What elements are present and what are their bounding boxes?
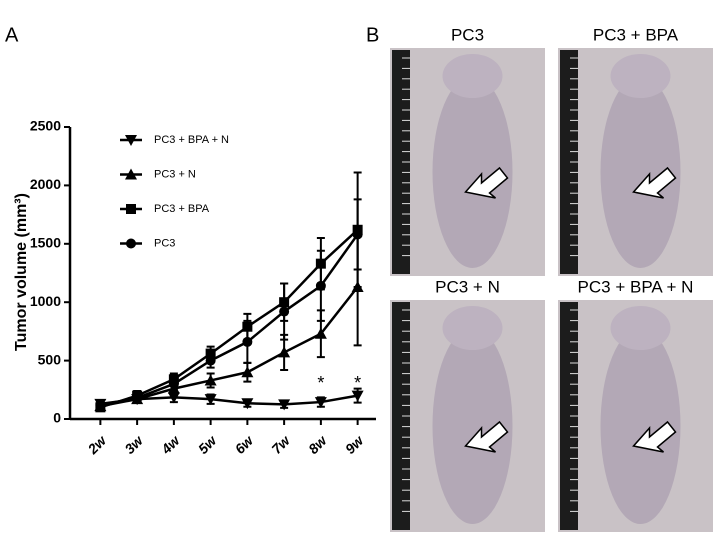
x-tick-label: 8w xyxy=(305,432,330,457)
y-tick-label: 1500 xyxy=(30,235,61,251)
mouse-head xyxy=(442,306,503,350)
y-tick-label: 1000 xyxy=(30,293,61,309)
y-tick-label: 2000 xyxy=(30,176,61,192)
annotation: * xyxy=(354,373,361,393)
marker xyxy=(278,346,291,358)
marker xyxy=(167,392,180,404)
marker xyxy=(168,378,179,389)
marker xyxy=(242,336,253,347)
photo-panel: PC3 PC3 + BPA PC3 + N PC3 + BPA + N xyxy=(390,25,713,532)
legend-marker xyxy=(125,135,137,146)
marker xyxy=(95,399,106,410)
x-tick-label: 7w xyxy=(268,432,293,457)
marker xyxy=(132,392,143,403)
y-tick-label: 2500 xyxy=(30,118,61,134)
annotation: * xyxy=(317,373,324,393)
series-line xyxy=(100,233,359,407)
marker xyxy=(204,374,217,386)
mouse-body xyxy=(432,328,513,524)
marker xyxy=(278,399,291,411)
panel-label: A xyxy=(5,24,19,46)
ruler xyxy=(560,302,578,530)
x-tick-label: 2w xyxy=(84,432,110,458)
legend-marker xyxy=(126,238,136,249)
legend-label: PC3 + BPA xyxy=(154,203,210,215)
y-tick-label: 0 xyxy=(53,410,61,426)
arrow xyxy=(632,166,677,199)
ruler xyxy=(560,50,578,274)
x-tick-label: 6w xyxy=(232,432,257,457)
marker xyxy=(279,306,290,317)
panel-label: B xyxy=(366,24,379,46)
arrow xyxy=(464,166,509,199)
mouse-head xyxy=(442,54,503,98)
series-line xyxy=(100,394,358,406)
legend-label: PC3 + N xyxy=(154,168,196,180)
y-axis-label: Tumor volume (mm³) xyxy=(13,193,30,351)
marker xyxy=(241,398,254,410)
mouse-body xyxy=(432,76,513,268)
arrow xyxy=(464,420,509,453)
marker xyxy=(241,366,254,378)
photo-caption: PC3 + N xyxy=(435,277,500,296)
legend-marker xyxy=(125,168,137,180)
legend-label: PC3 xyxy=(154,237,175,249)
mouse-body xyxy=(600,76,681,268)
photo-caption: PC3 + BPA + N xyxy=(578,277,694,296)
ruler xyxy=(392,302,410,530)
photo-caption: PC3 xyxy=(451,25,484,44)
legend-marker xyxy=(126,204,136,214)
x-tick-label: 5w xyxy=(195,432,220,457)
marker xyxy=(351,390,364,402)
marker xyxy=(204,394,217,406)
x-tick-label: 3w xyxy=(121,432,146,457)
x-tick-label: 9w xyxy=(342,432,367,457)
mouse-head xyxy=(610,306,671,350)
marker xyxy=(205,355,216,366)
y-tick-label: 500 xyxy=(38,351,62,367)
mouse-body xyxy=(600,328,681,524)
series-line xyxy=(100,286,359,408)
photo-caption: PC3 + BPA xyxy=(593,25,679,44)
legend-label: PC3 + BPA + N xyxy=(154,134,229,146)
mouse-head xyxy=(610,54,671,98)
x-tick-label: 4w xyxy=(157,432,183,458)
marker xyxy=(352,229,363,240)
series-line xyxy=(99,228,359,409)
ruler xyxy=(392,50,410,274)
marker xyxy=(314,327,327,339)
marker xyxy=(314,397,327,409)
marker xyxy=(315,280,326,291)
arrow xyxy=(632,420,677,453)
